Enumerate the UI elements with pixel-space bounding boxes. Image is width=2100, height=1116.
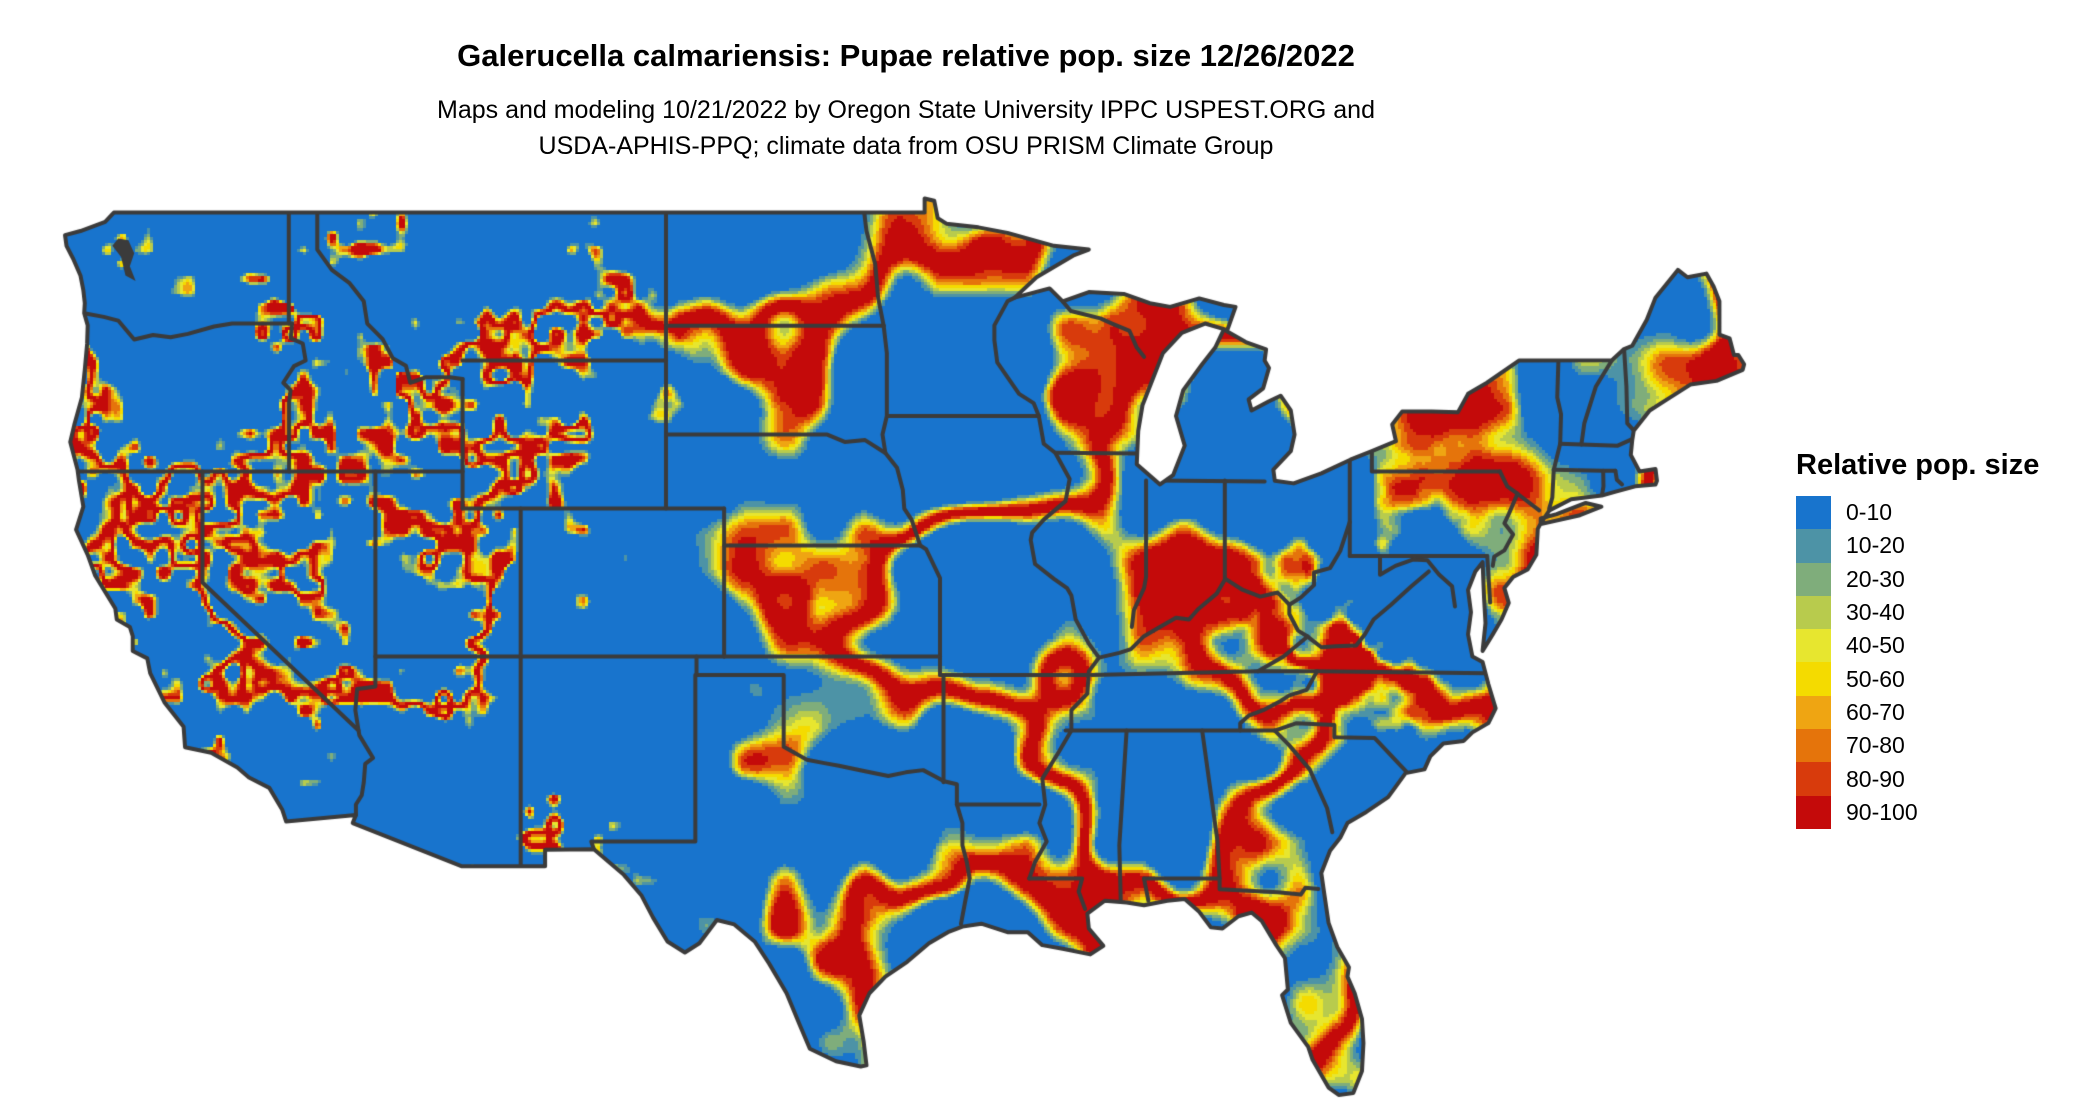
map-subtitle: Maps and modeling 10/21/2022 by Oregon S… (0, 92, 1812, 164)
legend-bin-label: 0-10 (1846, 499, 1893, 526)
title-band: Galerucella calmariensis: Pupae relative… (0, 38, 1812, 164)
legend-swatch (1796, 529, 1831, 563)
legend-row: 40-50 (1796, 629, 2039, 663)
legend-swatch (1796, 762, 1831, 796)
legend-row: 70-80 (1796, 729, 2039, 763)
legend-row: 50-60 (1796, 662, 2039, 696)
legend-row: 10-20 (1796, 529, 2039, 563)
legend-bin-label: 80-90 (1846, 765, 1905, 792)
legend-swatch (1796, 629, 1831, 663)
legend-bin-label: 70-80 (1846, 732, 1905, 759)
legend-bin-label: 50-60 (1846, 665, 1905, 692)
legend-swatch (1796, 595, 1831, 630)
legend-swatch (1796, 729, 1831, 763)
legend-row: 90-100 (1796, 795, 2039, 829)
legend-row: 30-40 (1796, 595, 2039, 630)
legend-bin-label: 40-50 (1846, 632, 1905, 659)
legend-row: 20-30 (1796, 562, 2039, 596)
legend-rows: 0-10 10-20 20-30 30-40 40-50 50-60 60-70 70-80 8… (1796, 496, 2039, 829)
legend-bin-label: 10-20 (1846, 532, 1905, 559)
legend-swatch (1796, 795, 1831, 829)
legend-title: Relative pop. size (1796, 449, 2040, 481)
legend-row: 80-90 (1796, 762, 2039, 796)
legend-swatch (1796, 562, 1831, 596)
map-title: Galerucella calmariensis: Pupae relative… (457, 38, 1355, 73)
legend-bin-label: 30-40 (1846, 599, 1905, 626)
legend-swatch (1796, 496, 1831, 530)
legend-bin-label: 60-70 (1846, 698, 1905, 725)
legend-bin-label: 90-100 (1846, 798, 1918, 825)
legend-row: 0-10 (1796, 496, 2039, 530)
legend-bin-label: 20-30 (1846, 565, 1905, 592)
map-subtitle-line1: Maps and modeling 10/21/2022 by Oregon S… (437, 96, 1375, 124)
legend-row: 60-70 (1796, 695, 2039, 730)
map-subtitle-line2: USDA-APHIS-PPQ; climate data from OSU PR… (538, 132, 1274, 160)
legend-swatch (1796, 662, 1831, 696)
legend-swatch (1796, 695, 1831, 730)
legend: Relative pop. size 0-10 10-20 20-30 30-40 40… (1796, 449, 2039, 829)
